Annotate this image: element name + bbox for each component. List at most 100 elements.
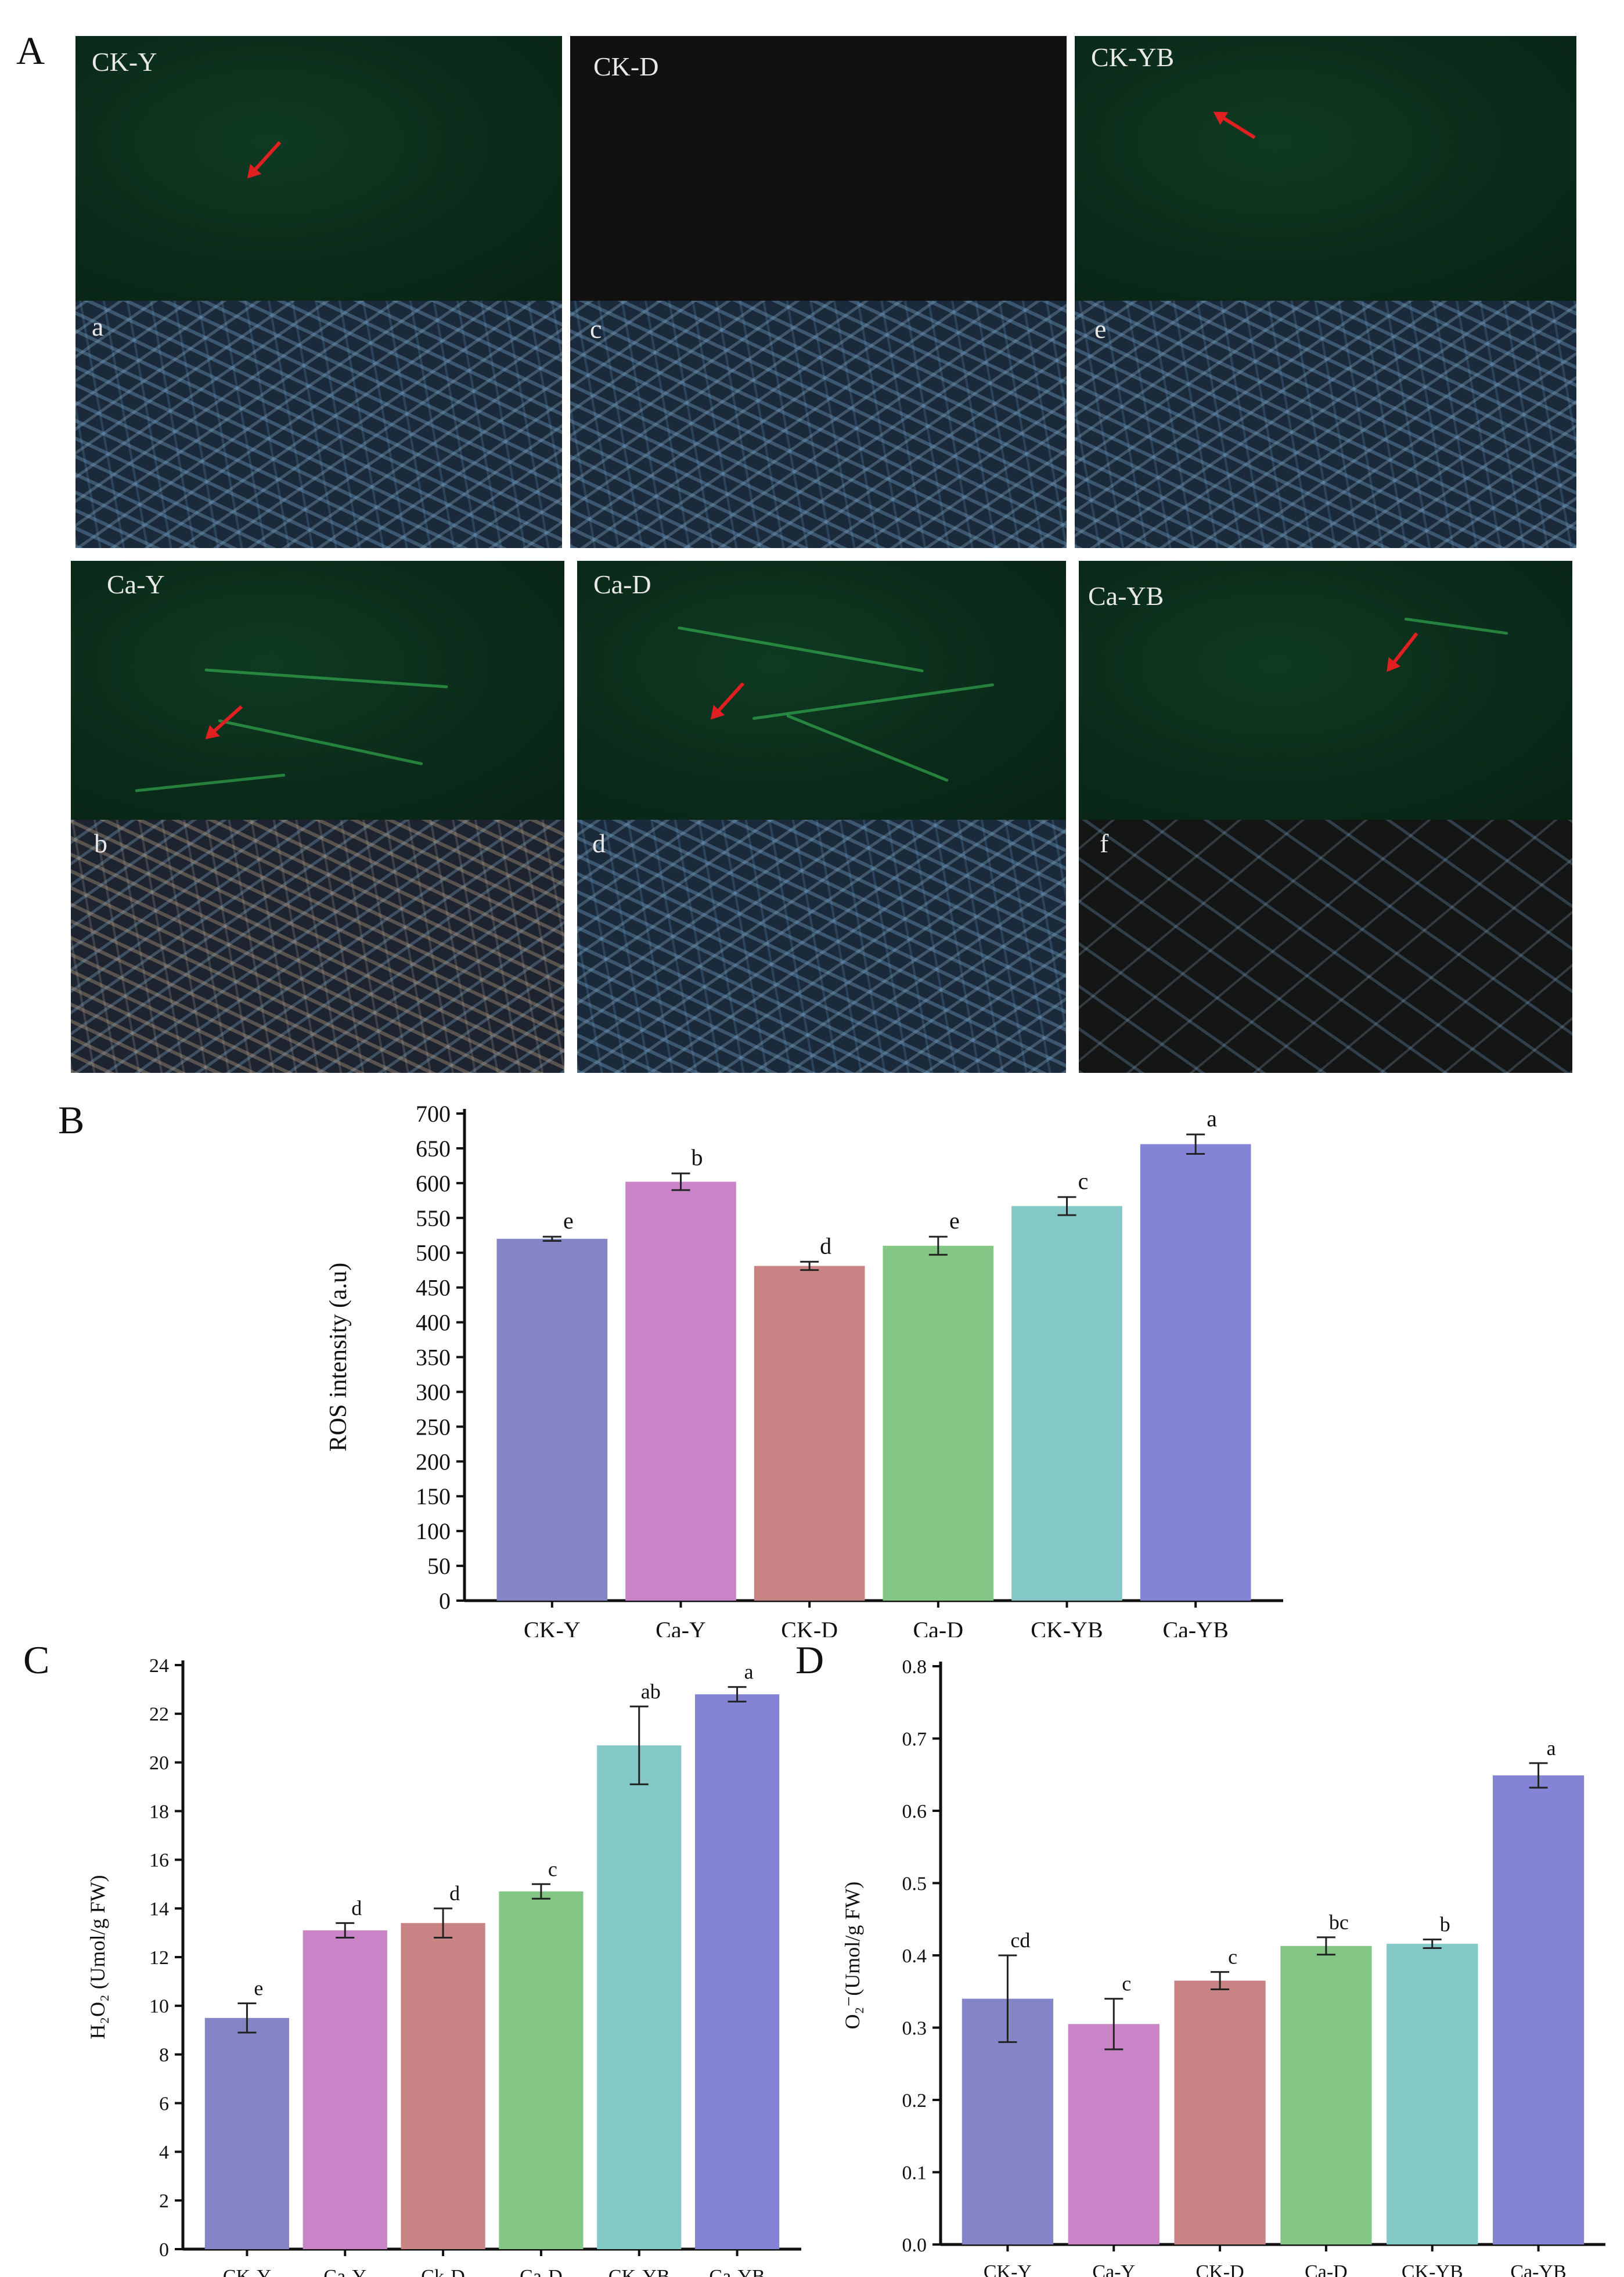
- x-tick-label: Ca-YB: [709, 2266, 765, 2277]
- y-tick-label: 200: [416, 1449, 451, 1475]
- y-tick-label: 0.6: [902, 1801, 927, 1822]
- y-axis-label: H₂O₂ (Umol/g FW): [86, 1875, 109, 2039]
- y-tick-label: 0.0: [902, 2235, 927, 2256]
- significance-label: a: [1547, 1736, 1556, 1760]
- y-tick-label: 0.2: [902, 2090, 927, 2112]
- y-axis-label: O₂⁻(Umol/g FW): [841, 1882, 864, 2030]
- bar-ca-y: [1068, 2024, 1160, 2244]
- brightfield-image-b: b: [71, 820, 564, 1073]
- y-tick-label: 4: [159, 2142, 169, 2163]
- y-tick-label: 0.1: [902, 2162, 927, 2184]
- y-tick-label: 8: [159, 2045, 169, 2066]
- bar-ck-d: [401, 1923, 485, 2249]
- y-tick-label: 12: [149, 1947, 169, 1969]
- bar-ca-y: [625, 1181, 736, 1601]
- micrograph-label: Ca-YB: [1088, 581, 1164, 611]
- x-tick-label: Ca-Y: [323, 2266, 366, 2277]
- brightfield-image-f: f: [1079, 820, 1572, 1073]
- brightfield-image-c: c: [570, 301, 1067, 548]
- fluorescent-filament: [135, 773, 286, 792]
- panel-letter-d: D: [795, 1638, 824, 1682]
- significance-label: d: [449, 1882, 460, 1905]
- y-tick-label: 20: [149, 1753, 169, 1774]
- y-axis-label: ROS intensity (a.u): [325, 1263, 352, 1451]
- micrograph-label: e: [1094, 314, 1107, 344]
- y-tick-label: 0.3: [902, 2017, 927, 2039]
- red-arrow-icon: [210, 705, 243, 736]
- y-tick-label: 300: [416, 1379, 451, 1405]
- bar-ck-d: [754, 1266, 865, 1601]
- bar-ck-d: [1174, 1980, 1266, 2244]
- y-tick-label: 500: [416, 1240, 451, 1266]
- y-tick-label: 24: [149, 1655, 169, 1677]
- y-tick-label: 650: [416, 1136, 451, 1162]
- x-tick-label: Ca-D: [520, 2266, 563, 2277]
- y-tick-label: 6: [159, 2093, 169, 2114]
- fluorescence-image-ca-d: Ca-D: [577, 561, 1066, 820]
- bar-ck-yb: [1011, 1206, 1122, 1601]
- y-tick-label: 0.4: [902, 1945, 927, 1967]
- significance-label: c: [1228, 1945, 1237, 1969]
- y-tick-label: 0.5: [902, 1873, 927, 1894]
- micrograph-label: CK-Y: [92, 47, 157, 77]
- x-tick-label: CK-D: [1196, 2261, 1244, 2277]
- chart-o2: 0.0 0.1 0.2 0.3 0.4 0.5 0.6 0.7 0.8 O₂⁻(Umol/g FW…: [841, 1656, 1605, 2277]
- y-tick-label: 400: [416, 1310, 451, 1336]
- significance-label: e: [949, 1208, 960, 1234]
- fluorescence-image-ck-d: CK-D: [570, 36, 1067, 301]
- panel-letter-b: B: [58, 1098, 85, 1142]
- bar-ca-d: [883, 1245, 994, 1601]
- brightfield-image-e: e: [1075, 301, 1576, 548]
- x-tick-label: Ca-YB: [1163, 1617, 1229, 1637]
- micrograph-label: c: [590, 314, 602, 344]
- y-tick-label: 18: [149, 1801, 169, 1822]
- x-tick-label: CK-D: [781, 1617, 838, 1637]
- y-tick-label: 14: [149, 1898, 169, 1920]
- fluorescence-image-ca-yb: Ca-YB: [1079, 561, 1572, 820]
- micrograph-label: CK-D: [593, 52, 659, 81]
- bar-ca-d: [499, 1891, 584, 2249]
- significance-label: c: [1122, 1972, 1131, 1995]
- fluorescence-image-ca-y: Ca-Y: [71, 561, 564, 820]
- micrograph-label: CK-YB: [1091, 42, 1175, 72]
- y-tick-label: 0: [439, 1588, 451, 1614]
- significance-label: b: [1440, 1913, 1450, 1936]
- x-tick-label: CK-YB: [1031, 1617, 1103, 1637]
- y-tick-label: 550: [416, 1205, 451, 1231]
- bar-ca-d: [1280, 1945, 1372, 2244]
- x-tick-label: Ck-D: [421, 2266, 465, 2277]
- significance-label: e: [563, 1208, 574, 1234]
- x-tick-label: Ca-YB: [1510, 2261, 1566, 2277]
- red-arrow-icon: [1219, 114, 1256, 139]
- fluorescence-image-ck-yb: CK-YB: [1075, 36, 1576, 301]
- y-tick-label: 16: [149, 1850, 169, 1871]
- fluorescent-filament: [786, 714, 949, 783]
- x-tick-label: CK-Y: [984, 2261, 1032, 2277]
- panel-letter-a: A: [16, 28, 45, 73]
- significance-label: a: [744, 1660, 754, 1684]
- y-tick-label: 700: [416, 1101, 451, 1127]
- significance-label: c: [548, 1857, 557, 1880]
- bar-ca-yb: [1140, 1144, 1251, 1601]
- fluorescent-filament: [204, 668, 448, 689]
- significance-label: bc: [1329, 1911, 1349, 1934]
- chart-ros-intensity: 0 50 100 150 200 250 300 350 400 450 500 550 600 650 7…: [325, 1101, 1283, 1637]
- panel-letter-c: C: [23, 1638, 50, 1682]
- y-tick-label: 350: [416, 1345, 451, 1371]
- bar-ca-yb: [1492, 1775, 1585, 2244]
- significance-label: d: [351, 1896, 362, 1919]
- fluorescent-filament: [1404, 617, 1508, 635]
- bar-ck-y: [496, 1238, 608, 1601]
- significance-label: cd: [1010, 1929, 1030, 1952]
- x-tick-label: Ca-Y: [1092, 2261, 1135, 2277]
- red-arrow-icon: [1390, 632, 1418, 667]
- red-arrow-icon: [714, 682, 745, 715]
- micrograph-label: f: [1100, 828, 1109, 858]
- x-tick-label: Ca-D: [913, 1617, 964, 1637]
- significance-label: ab: [641, 1680, 661, 1703]
- y-tick-label: 22: [149, 1704, 169, 1725]
- x-tick-label: CK-Y: [524, 1617, 581, 1637]
- y-tick-label: 2: [159, 2190, 169, 2212]
- x-tick-label: CK-YB: [608, 2266, 670, 2277]
